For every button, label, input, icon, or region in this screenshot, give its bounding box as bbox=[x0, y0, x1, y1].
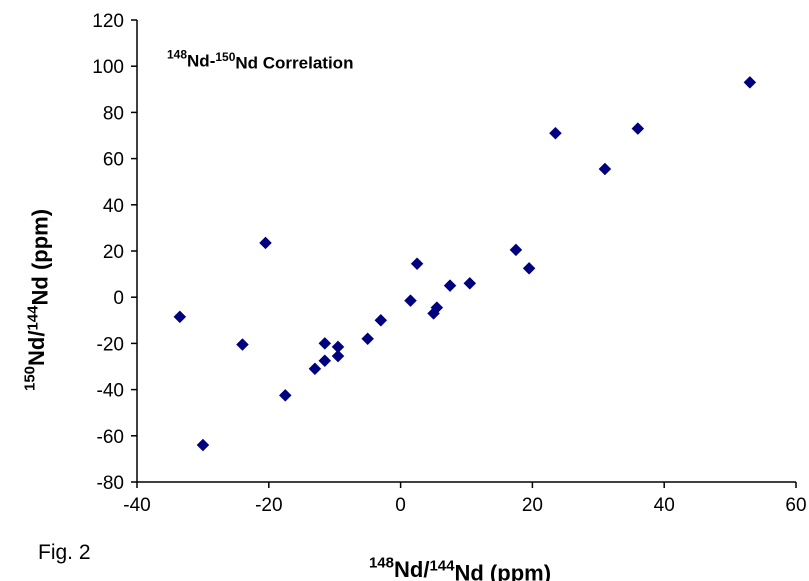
y-tick-label: -60 bbox=[97, 427, 124, 448]
superscript-text: 150 bbox=[21, 366, 38, 391]
data-point bbox=[443, 279, 457, 293]
superscript-text: 150 bbox=[215, 50, 235, 64]
y-tick-label: 100 bbox=[92, 57, 124, 78]
data-point bbox=[331, 349, 345, 363]
data-point bbox=[743, 76, 757, 89]
label-text: Nd/ bbox=[394, 557, 429, 581]
y-tick-label: -40 bbox=[97, 381, 124, 402]
y-tick-label: 20 bbox=[103, 242, 124, 263]
data-point bbox=[631, 122, 645, 135]
y-tick-label: 120 bbox=[92, 11, 124, 32]
y-tick-label: 80 bbox=[103, 103, 124, 124]
x-axis-title: 148Nd/144Nd (ppm) bbox=[369, 554, 551, 581]
data-point bbox=[318, 337, 332, 350]
data-point bbox=[549, 126, 562, 140]
y-tick-label: 60 bbox=[103, 150, 124, 171]
chart-title: 148Nd-150Nd Correlation bbox=[167, 48, 353, 73]
data-point bbox=[196, 438, 210, 452]
x-tick-label: 60 bbox=[785, 495, 806, 516]
x-tick-label: -20 bbox=[255, 495, 282, 516]
label-text: Nd (ppm) bbox=[27, 209, 52, 306]
data-point bbox=[318, 354, 332, 368]
x-tick-label: 40 bbox=[654, 495, 675, 516]
data-point bbox=[509, 243, 523, 257]
y-tick-label: -80 bbox=[97, 473, 124, 494]
label-text: Nd/ bbox=[24, 331, 49, 366]
x-tick-label: -40 bbox=[123, 495, 150, 516]
figure-label: Fig. 2 bbox=[38, 541, 91, 564]
data-point bbox=[278, 389, 292, 402]
superscript-text: 144 bbox=[24, 305, 41, 331]
data-point bbox=[259, 236, 272, 250]
data-point bbox=[430, 301, 444, 314]
data-point bbox=[598, 162, 612, 176]
data-point bbox=[410, 257, 424, 271]
data-point bbox=[463, 276, 477, 290]
superscript-text: 148 bbox=[167, 48, 187, 62]
data-points bbox=[173, 76, 757, 452]
label-text: Nd Correlation bbox=[235, 54, 353, 73]
superscript-text: 148 bbox=[369, 554, 394, 571]
label-text: Nd (ppm) bbox=[454, 560, 551, 581]
y-axis-title: 150Nd/144Nd (ppm) bbox=[21, 209, 52, 391]
x-tick-label: 20 bbox=[522, 495, 543, 516]
data-point bbox=[522, 261, 536, 275]
data-point bbox=[308, 362, 322, 376]
y-tick-label: 0 bbox=[113, 288, 124, 309]
data-point bbox=[173, 310, 187, 324]
data-point bbox=[361, 332, 375, 346]
data-point bbox=[374, 313, 388, 327]
y-tick-label: -20 bbox=[97, 334, 124, 355]
y-axis-ticks: -80 -60 -40 -20 0 20 40 60 80 100 120 bbox=[92, 11, 137, 494]
x-tick-label: 0 bbox=[395, 495, 406, 516]
data-point bbox=[236, 338, 249, 351]
superscript-text: 144 bbox=[429, 557, 455, 574]
x-axis-ticks: -40 -20 0 20 40 60 bbox=[123, 482, 807, 516]
data-point bbox=[404, 294, 417, 308]
y-tick-label: 40 bbox=[103, 196, 124, 217]
label-text: Nd- bbox=[187, 51, 215, 70]
